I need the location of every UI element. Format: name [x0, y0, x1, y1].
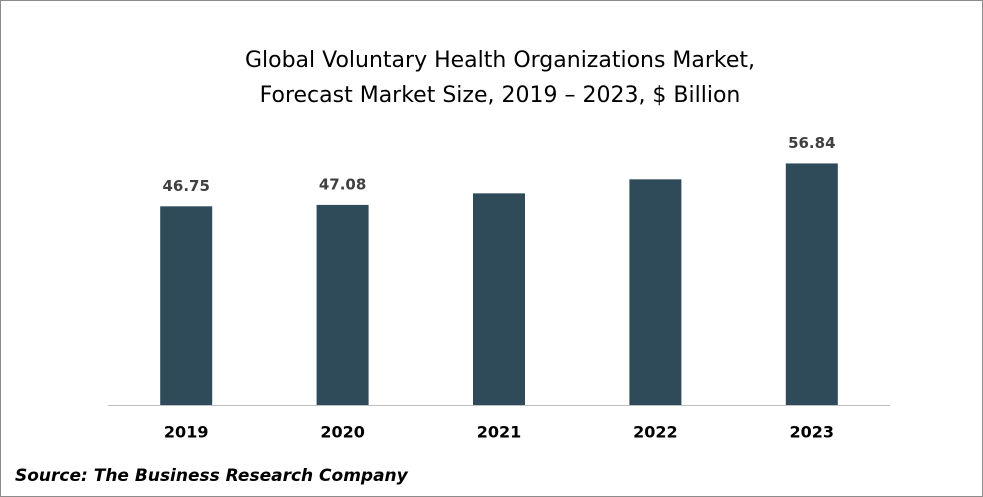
data-label: 46.75 [162, 177, 209, 195]
x-tick-label: 2022 [633, 423, 678, 442]
x-tick-label: 2019 [164, 423, 209, 442]
bar [316, 204, 369, 405]
x-tick-label: 2021 [477, 423, 522, 442]
x-tick-label: 2023 [790, 423, 835, 442]
chart-title: Global Voluntary Health Organizations Ma… [245, 48, 755, 73]
bar [473, 193, 525, 405]
x-tick-label: 2020 [320, 423, 365, 442]
bar [160, 206, 213, 405]
data-label: 56.84 [788, 134, 835, 152]
bar [785, 163, 838, 405]
chart-title: Forecast Market Size, 2019 – 2023, $ Bil… [260, 83, 741, 108]
bar [629, 179, 682, 405]
source: Source: The Business Research Company [15, 466, 409, 486]
data-label: 47.08 [319, 175, 366, 193]
